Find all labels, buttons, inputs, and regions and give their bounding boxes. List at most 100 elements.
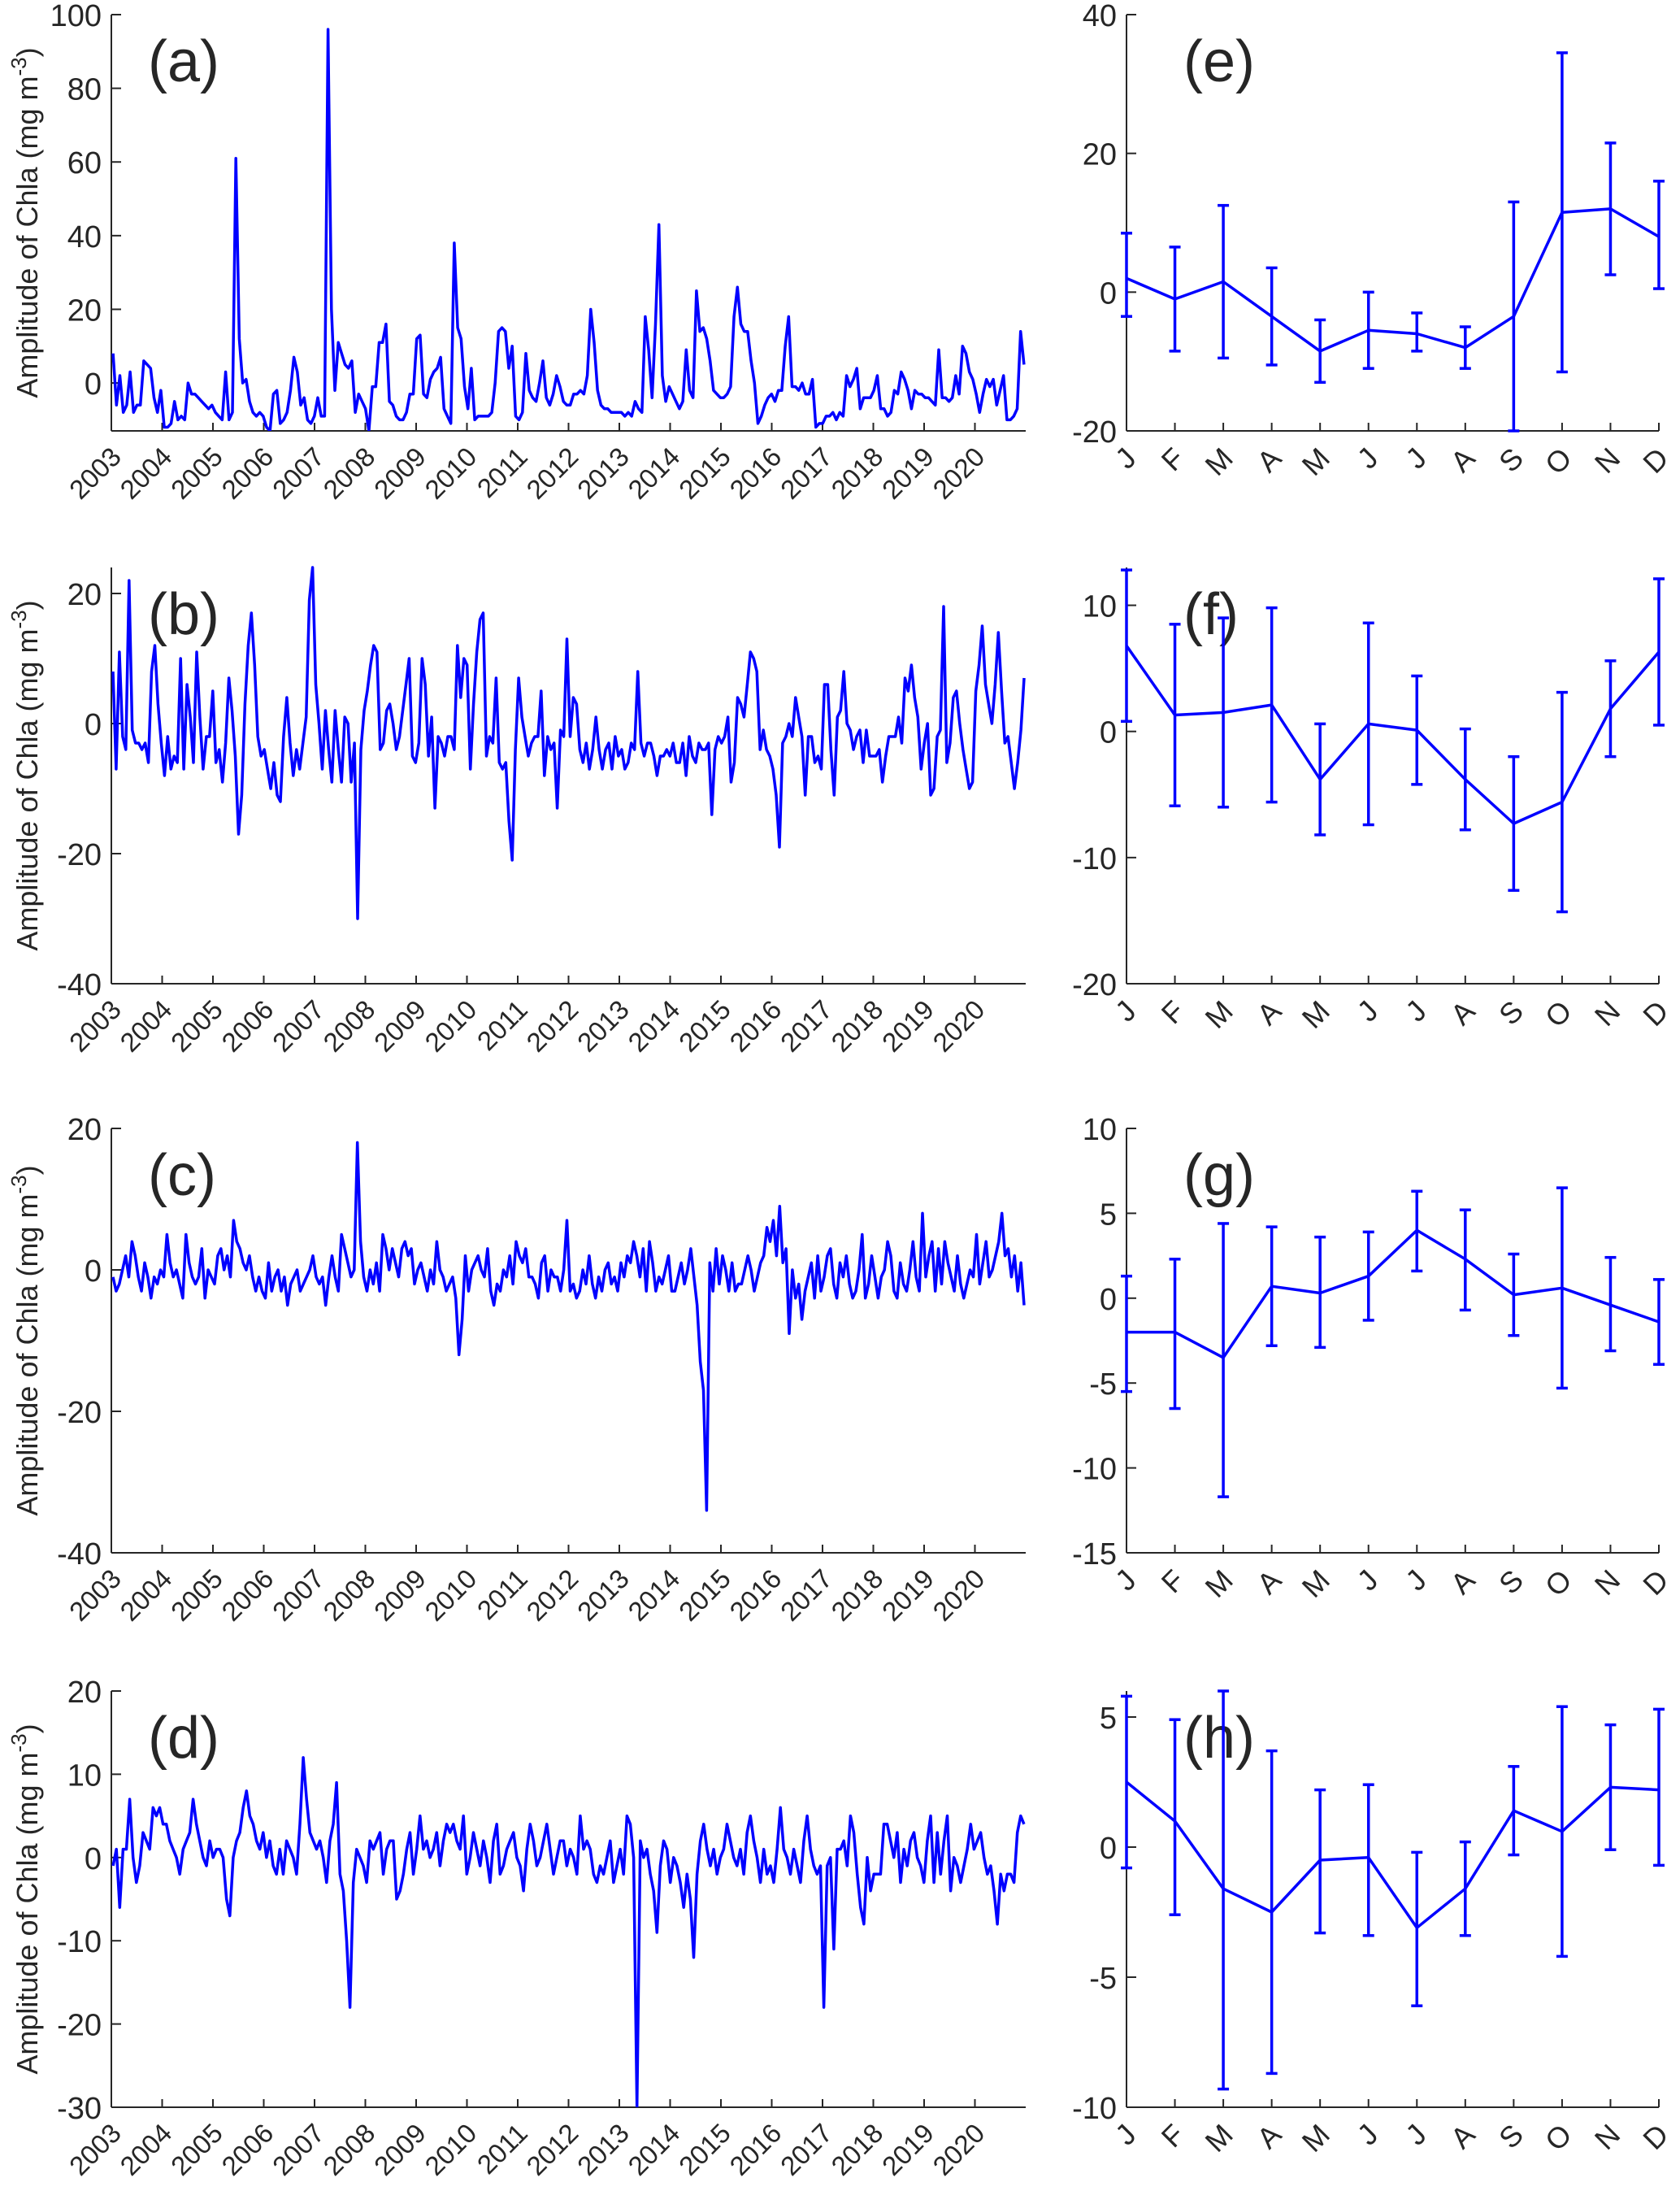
panel-b-year-label: 2012 <box>520 994 584 1058</box>
panel-c-year-label: 2005 <box>165 1563 228 1627</box>
panel-f-month-label: J <box>1109 994 1143 1028</box>
panel-a-y-tick-label: 100 <box>50 0 102 33</box>
panel-a-y-tick-label: 0 <box>85 367 102 402</box>
panel-e-month-label: J <box>1399 441 1433 476</box>
panel-a-year-label: 2011 <box>471 441 533 503</box>
panel-f-month-label: A <box>1444 994 1482 1032</box>
panel-g-letter: (g) <box>1183 1143 1255 1208</box>
panel-c-letter: (c) <box>148 1143 216 1208</box>
panel-d-year-label: 2019 <box>876 2118 940 2181</box>
panel-d-y-tick-label: -10 <box>57 1925 102 1959</box>
panel-c-year-label: 2015 <box>673 1563 736 1627</box>
panel-c: -40-200202003200420052006200720082009201… <box>7 1113 1026 1627</box>
panel-g-y-tick-label: -5 <box>1089 1367 1117 1402</box>
panel-f-month-label: N <box>1588 994 1626 1032</box>
panel-h-y-tick-label: 5 <box>1100 1702 1117 1736</box>
panel-c-year-label: 2020 <box>927 1563 990 1627</box>
panel-e-y-tick-label: 0 <box>1100 276 1117 311</box>
panel-e-month-label: N <box>1588 441 1626 480</box>
panel-g-month-label: O <box>1539 1563 1578 1603</box>
panel-g-month-label: A <box>1250 1563 1287 1601</box>
panel-a-y-tick-label: 60 <box>67 146 102 180</box>
panel-d-year-label: 2005 <box>165 2118 228 2181</box>
panel-e-month-label: J <box>1351 441 1385 476</box>
panel-d-y-label-end: ) <box>11 1724 44 1733</box>
panel-g-month-label: S <box>1492 1563 1530 1601</box>
panel-a-year-label: 2003 <box>63 441 127 505</box>
panel-e-month-label: O <box>1539 441 1578 481</box>
panel-d: -30-20-100102020032004200520062007200820… <box>7 1676 1026 2181</box>
panel-b-y-tick-label: -20 <box>57 838 102 872</box>
panel-c-year-label: 2007 <box>267 1563 330 1627</box>
panel-b-year-label: 2017 <box>775 994 838 1058</box>
panel-e-month-label: J <box>1109 441 1143 476</box>
panel-c-year-label: 2012 <box>520 1563 584 1627</box>
panel-g-y-tick-label: -15 <box>1072 1537 1117 1571</box>
panel-b-year-label: 2014 <box>622 994 685 1058</box>
panel-b-y-label-main: Amplitude of Chla (mg m <box>11 628 44 950</box>
panel-b-year-label: 2010 <box>419 994 482 1058</box>
panel-a-y-axis-label: Amplitude of Chla (mg m-3) <box>7 47 44 398</box>
panel-g-month-label: M <box>1199 1563 1239 1604</box>
panel-c-year-label: 2010 <box>419 1563 482 1627</box>
panel-d-year-label: 2007 <box>267 2118 330 2181</box>
panel-c-y-tick-label: 0 <box>85 1254 102 1289</box>
panel-d-year-label: 2014 <box>622 2118 685 2181</box>
panel-d-year-label: 2008 <box>317 2118 380 2181</box>
panel-a: 0 20 40 60 80 100 2003200420052006200720082009… <box>7 0 1026 505</box>
panel-a-y-tick-label: 40 <box>67 220 102 254</box>
panel-c-y-label-main: Amplitude of Chla (mg m <box>11 1193 44 1515</box>
panel-a-year-label: 2018 <box>825 441 888 505</box>
panel-h-month-label: A <box>1444 2118 1482 2155</box>
panel-g-month-label: A <box>1444 1563 1482 1601</box>
panel-g-month-label: D <box>1636 1563 1674 1602</box>
panel-c-year-label: 2011 <box>471 1563 533 1625</box>
panel-c-y-tick-label: -40 <box>57 1537 102 1571</box>
panel-c-year-label: 2004 <box>114 1563 177 1627</box>
panel-c-year-label: 2019 <box>876 1563 940 1627</box>
panel-f-month-label: J <box>1351 994 1385 1028</box>
panel-h-month-label: N <box>1588 2118 1626 2156</box>
panel-e-month-label: S <box>1492 441 1530 479</box>
panel-b-year-label: 2020 <box>927 994 990 1058</box>
panel-b-year-label: 2009 <box>368 994 432 1058</box>
panel-h-month-label: M <box>1199 2118 1239 2158</box>
panel-a-series-line <box>111 28 1026 431</box>
panel-a-y-label-sup: -3 <box>7 57 31 76</box>
panel-a-year-label: 2005 <box>165 441 228 505</box>
panel-c-year-label: 2016 <box>723 1563 787 1627</box>
panel-f-month-label: A <box>1250 994 1287 1032</box>
panel-a-year-label: 2012 <box>520 441 584 505</box>
panel-c-y-label-sup: -3 <box>7 1175 31 1193</box>
panel-f-month-label: J <box>1399 994 1433 1028</box>
panel-f-month-label: F <box>1155 994 1192 1031</box>
panel-e-y-tick-label: 40 <box>1083 0 1117 33</box>
panel-g-month-label: J <box>1109 1563 1143 1598</box>
panel-a-y-tick-label: 80 <box>67 73 102 107</box>
panel-a-year-label: 2008 <box>317 441 380 505</box>
panel-d-year-label: 2003 <box>63 2118 127 2181</box>
panel-g-mean-line <box>1127 1228 1660 1359</box>
panel-b-year-label: 2008 <box>317 994 380 1058</box>
panel-b-y-label-end: ) <box>11 600 44 610</box>
panel-d-y-label-sup: -3 <box>7 1733 31 1752</box>
panel-f-month-label: O <box>1539 994 1578 1034</box>
panel-g-month-label: F <box>1155 1563 1192 1600</box>
panel-g-y-tick-label: 10 <box>1083 1113 1117 1147</box>
panel-d-letter: (d) <box>148 1706 219 1771</box>
panel-f-y-tick-label: 10 <box>1083 590 1117 624</box>
panel-d-year-label: 2016 <box>723 2118 787 2181</box>
panel-e-month-label: D <box>1636 441 1674 480</box>
panel-g-month-label: N <box>1588 1563 1626 1602</box>
panel-d-year-label: 2015 <box>673 2118 736 2181</box>
panel-h-month-label: S <box>1492 2118 1530 2155</box>
panel-d-year-label: 2009 <box>368 2118 432 2181</box>
panel-b-year-label: 2019 <box>876 994 940 1058</box>
panel-h-y-tick-label: -10 <box>1072 2092 1117 2126</box>
panel-c-y-axis-label: Amplitude of Chla (mg m-3) <box>7 1165 44 1515</box>
panel-g-y-tick-label: 0 <box>1100 1283 1117 1317</box>
panel-b-year-label: 2018 <box>825 994 888 1058</box>
